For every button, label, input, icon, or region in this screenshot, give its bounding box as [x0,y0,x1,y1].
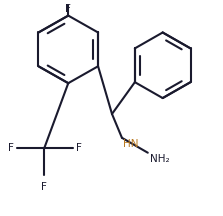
Text: F: F [76,143,82,153]
Text: NH₂: NH₂ [150,154,169,164]
Text: HN: HN [123,139,138,149]
Text: F: F [41,181,47,192]
Text: F: F [65,4,71,14]
Text: F: F [8,143,14,153]
